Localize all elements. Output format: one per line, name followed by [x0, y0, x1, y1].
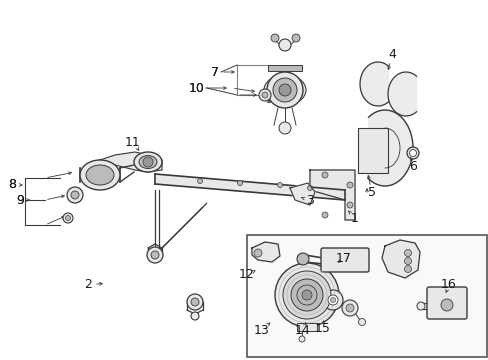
Text: 13: 13 — [254, 324, 269, 337]
Polygon shape — [309, 170, 354, 220]
Circle shape — [274, 263, 338, 327]
Text: 11: 11 — [125, 135, 141, 148]
Polygon shape — [368, 110, 412, 186]
Polygon shape — [155, 174, 345, 200]
Text: 10: 10 — [189, 81, 204, 94]
Text: 1: 1 — [350, 211, 358, 225]
Circle shape — [279, 39, 290, 51]
Circle shape — [321, 172, 327, 178]
Ellipse shape — [80, 160, 120, 190]
Circle shape — [151, 251, 159, 259]
FancyBboxPatch shape — [320, 248, 368, 272]
Text: 12: 12 — [239, 269, 254, 282]
Circle shape — [440, 299, 452, 311]
Circle shape — [290, 279, 323, 311]
Circle shape — [266, 72, 303, 108]
Circle shape — [253, 249, 262, 257]
Polygon shape — [100, 152, 162, 172]
Circle shape — [71, 191, 79, 199]
Circle shape — [346, 304, 353, 312]
Circle shape — [307, 185, 312, 190]
Ellipse shape — [134, 152, 162, 172]
Circle shape — [262, 92, 267, 98]
Polygon shape — [381, 240, 419, 278]
Ellipse shape — [139, 156, 157, 168]
Text: 14: 14 — [295, 324, 310, 337]
Bar — [246, 235, 486, 357]
Circle shape — [67, 187, 83, 203]
Circle shape — [277, 183, 282, 188]
Circle shape — [416, 302, 424, 310]
Circle shape — [358, 319, 365, 325]
Circle shape — [404, 257, 411, 265]
Circle shape — [279, 122, 290, 134]
Circle shape — [346, 202, 352, 208]
Bar — [357, 128, 387, 173]
Circle shape — [321, 212, 327, 218]
Text: 8: 8 — [8, 179, 16, 192]
Bar — [267, 65, 302, 71]
Bar — [296, 323, 316, 331]
Circle shape — [291, 34, 299, 42]
Circle shape — [408, 149, 416, 157]
Text: 16: 16 — [440, 279, 456, 292]
Circle shape — [191, 312, 199, 320]
Circle shape — [406, 147, 418, 159]
Circle shape — [296, 253, 308, 265]
Ellipse shape — [86, 165, 114, 185]
Circle shape — [346, 182, 352, 188]
Polygon shape — [387, 72, 416, 116]
Circle shape — [296, 285, 316, 305]
Circle shape — [404, 266, 411, 273]
Circle shape — [142, 157, 153, 167]
Circle shape — [270, 34, 279, 42]
Circle shape — [191, 298, 199, 306]
Text: 9: 9 — [16, 194, 24, 207]
Text: 7: 7 — [210, 66, 219, 78]
Circle shape — [327, 295, 337, 305]
Polygon shape — [289, 183, 314, 205]
Circle shape — [283, 271, 330, 319]
Circle shape — [323, 290, 342, 310]
Text: 2: 2 — [84, 279, 92, 292]
Circle shape — [341, 300, 357, 316]
Circle shape — [298, 336, 305, 342]
Ellipse shape — [264, 75, 305, 105]
Circle shape — [65, 216, 70, 220]
Text: 5: 5 — [367, 186, 375, 199]
Circle shape — [186, 294, 203, 310]
FancyBboxPatch shape — [426, 287, 466, 319]
Circle shape — [63, 213, 73, 223]
Polygon shape — [251, 242, 280, 262]
Circle shape — [330, 297, 335, 302]
Circle shape — [237, 180, 242, 185]
Text: 6: 6 — [408, 159, 416, 172]
Text: 15: 15 — [314, 321, 330, 334]
Text: 4: 4 — [387, 49, 395, 62]
Circle shape — [197, 179, 202, 184]
Polygon shape — [359, 62, 388, 106]
Text: 3: 3 — [305, 194, 313, 207]
Circle shape — [147, 247, 163, 263]
Circle shape — [259, 89, 270, 101]
Circle shape — [404, 249, 411, 256]
Text: 8: 8 — [8, 179, 16, 192]
Text: 10: 10 — [189, 81, 204, 94]
Text: 7: 7 — [210, 66, 219, 78]
Text: 9: 9 — [16, 194, 24, 207]
Circle shape — [272, 78, 296, 102]
Circle shape — [279, 84, 290, 96]
Text: 17: 17 — [335, 252, 351, 265]
Circle shape — [302, 290, 311, 300]
